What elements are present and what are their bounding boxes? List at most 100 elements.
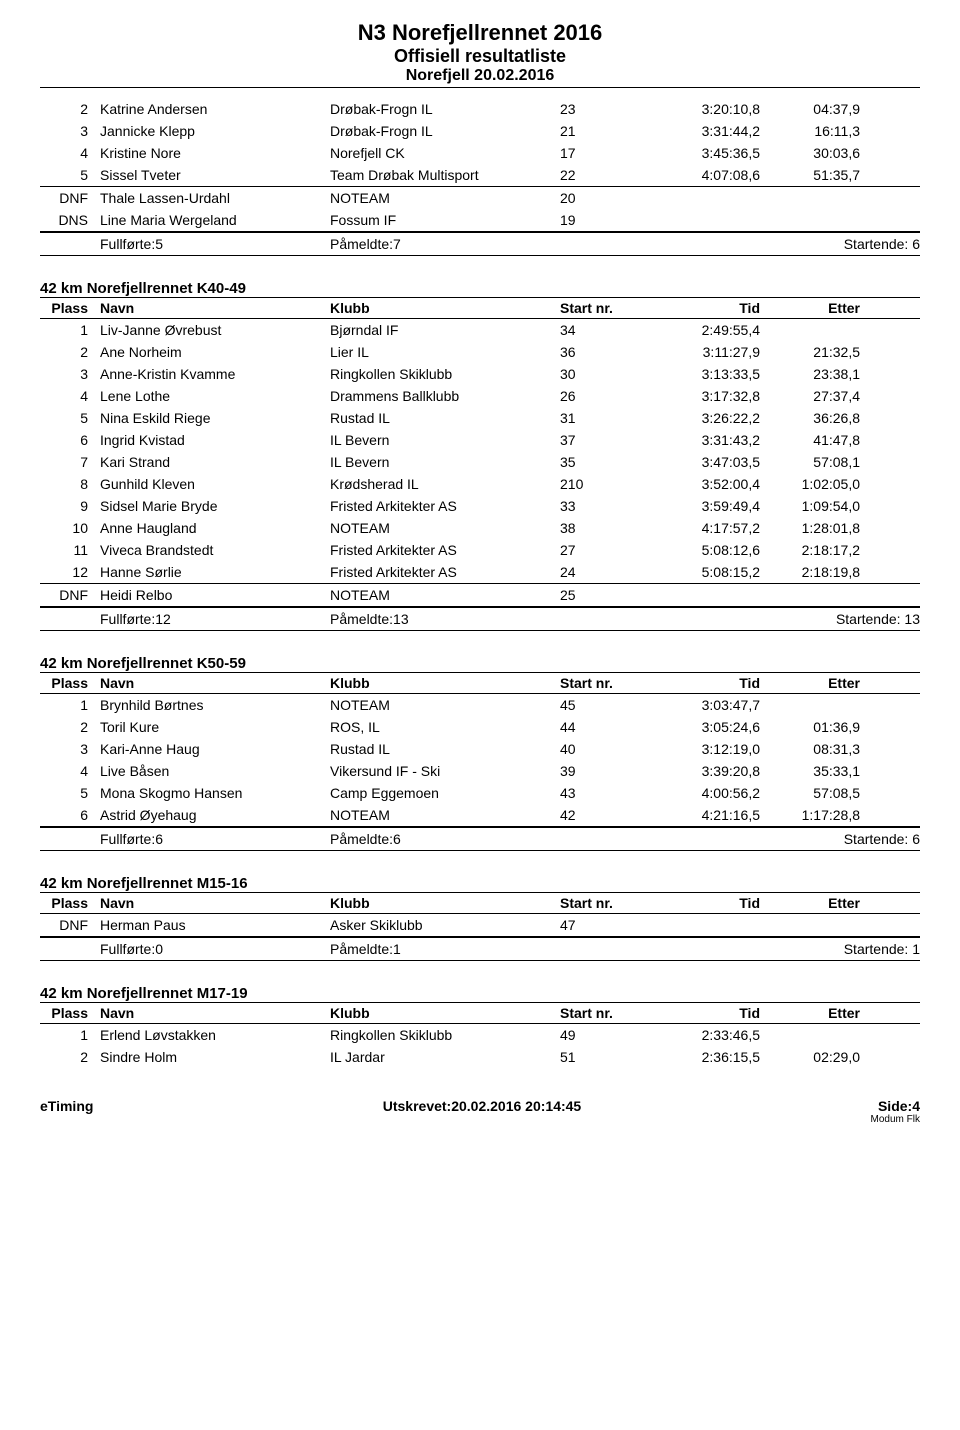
- cell-klubb: NOTEAM: [330, 697, 560, 713]
- section-m17: 42 km Norefjellrennet M17-19 Plass Navn …: [40, 985, 920, 1068]
- cell-navn: Astrid Øyehaug: [100, 807, 330, 823]
- table-row: 4Live BåsenVikersund IF - Ski393:39:20,8…: [40, 760, 920, 782]
- cell-navn: Ane Norheim: [100, 344, 330, 360]
- cell-etter: 57:08,5: [760, 785, 860, 801]
- table-row: 2Sindre HolmIL Jardar512:36:15,502:29,0: [40, 1046, 920, 1068]
- col-navn: Navn: [100, 1005, 330, 1021]
- cell-etter: 1:02:05,0: [760, 476, 860, 492]
- cell-navn: Kristine Nore: [100, 145, 330, 161]
- table-row: 7Kari StrandIL Bevern353:47:03,557:08,1: [40, 451, 920, 473]
- cell-plass: 2: [40, 719, 100, 735]
- cell-start: 21: [560, 123, 650, 139]
- summary-row: Fullførte:12 Påmeldte:13 Startende: 13: [40, 607, 920, 631]
- cell-klubb: Fristed Arkitekter AS: [330, 542, 560, 558]
- cell-plass: DNF: [40, 917, 100, 933]
- col-etter: Etter: [760, 300, 860, 316]
- footer-center: Utskrevet:20.02.2016 20:14:45: [383, 1098, 581, 1125]
- cell-klubb: Ringkollen Skiklubb: [330, 1027, 560, 1043]
- cell-etter: 36:26,8: [760, 410, 860, 426]
- cell-klubb: Bjørndal IF: [330, 322, 560, 338]
- cell-tid: 3:13:33,5: [650, 366, 760, 382]
- cell-plass: 5: [40, 410, 100, 426]
- col-etter: Etter: [760, 895, 860, 911]
- page-footer: eTiming Utskrevet:20.02.2016 20:14:45 Si…: [40, 1098, 920, 1125]
- cell-start: 210: [560, 476, 650, 492]
- summary-fullforte: Fullførte:0: [40, 941, 330, 957]
- cell-navn: Hanne Sørlie: [100, 564, 330, 580]
- cell-tid: 3:45:36,5: [650, 145, 760, 161]
- cell-start: 23: [560, 101, 650, 117]
- col-navn: Navn: [100, 300, 330, 316]
- cell-plass: 2: [40, 101, 100, 117]
- cell-tid: 4:17:57,2: [650, 520, 760, 536]
- col-start: Start nr.: [560, 895, 650, 911]
- cell-navn: Sissel Tveter: [100, 167, 330, 183]
- cell-klubb: ROS, IL: [330, 719, 560, 735]
- page-subtitle: Offisiell resultatliste: [40, 46, 920, 67]
- cell-etter: 1:09:54,0: [760, 498, 860, 514]
- cell-etter: 2:18:19,8: [760, 564, 860, 580]
- col-etter: Etter: [760, 1005, 860, 1021]
- cell-klubb: NOTEAM: [330, 807, 560, 823]
- cell-plass: 10: [40, 520, 100, 536]
- cell-start: 39: [560, 763, 650, 779]
- summary-startende: Startende: 1: [560, 941, 920, 957]
- table-row: 3Jannicke KleppDrøbak-Frogn IL213:31:44,…: [40, 120, 920, 142]
- cell-navn: Nina Eskild Riege: [100, 410, 330, 426]
- cell-etter: [760, 322, 860, 338]
- cell-tid: 3:39:20,8: [650, 763, 760, 779]
- cell-navn: Sidsel Marie Bryde: [100, 498, 330, 514]
- table-row: DNFHerman PausAsker Skiklubb47: [40, 914, 920, 937]
- cell-klubb: Drøbak-Frogn IL: [330, 101, 560, 117]
- summary-row: Fullførte:0 Påmeldte:1 Startende: 1: [40, 937, 920, 961]
- cell-navn: Heidi Relbo: [100, 587, 330, 603]
- cell-tid: 3:17:32,8: [650, 388, 760, 404]
- cell-klubb: NOTEAM: [330, 587, 560, 603]
- table-row: DNFThale Lassen-UrdahlNOTEAM20: [40, 187, 920, 209]
- cell-tid: 3:03:47,7: [650, 697, 760, 713]
- cell-tid: 3:20:10,8: [650, 101, 760, 117]
- cell-navn: Liv-Janne Øvrebust: [100, 322, 330, 338]
- cell-tid: 2:36:15,5: [650, 1049, 760, 1065]
- cell-start: 25: [560, 587, 650, 603]
- cell-start: 27: [560, 542, 650, 558]
- cell-start: 33: [560, 498, 650, 514]
- cell-tid: 4:00:56,2: [650, 785, 760, 801]
- cell-navn: Anne Haugland: [100, 520, 330, 536]
- cell-plass: 5: [40, 785, 100, 801]
- cell-etter: 2:18:17,2: [760, 542, 860, 558]
- cell-etter: [760, 917, 860, 933]
- summary-fullforte: Fullførte:12: [40, 611, 330, 627]
- cell-start: 36: [560, 344, 650, 360]
- cell-plass: 2: [40, 1049, 100, 1065]
- cell-etter: 51:35,7: [760, 167, 860, 183]
- cell-start: 17: [560, 145, 650, 161]
- table-row: 9Sidsel Marie BrydeFristed Arkitekter AS…: [40, 495, 920, 517]
- summary-startende: Startende: 6: [560, 831, 920, 847]
- top-section: 2Katrine AndersenDrøbak-Frogn IL233:20:1…: [40, 98, 920, 256]
- col-plass: Plass: [40, 1005, 100, 1021]
- col-plass: Plass: [40, 895, 100, 911]
- table-row: DNFHeidi RelboNOTEAM25: [40, 584, 920, 607]
- page-header: N3 Norefjellrennet 2016 Offisiell result…: [40, 20, 920, 88]
- table-row: DNSLine Maria WergelandFossum IF19: [40, 209, 920, 232]
- cell-tid: 4:07:08,6: [650, 167, 760, 183]
- summary-row: Fullførte:5 Påmeldte:7 Startende: 6: [40, 232, 920, 256]
- table-row: 4Kristine NoreNorefjell CK173:45:36,530:…: [40, 142, 920, 164]
- cell-tid: [650, 917, 760, 933]
- cell-start: 40: [560, 741, 650, 757]
- footer-left: eTiming: [40, 1098, 93, 1125]
- column-header-row: Plass Navn Klubb Start nr. Tid Etter: [40, 298, 920, 319]
- cell-tid: 3:12:19,0: [650, 741, 760, 757]
- cell-plass: 4: [40, 388, 100, 404]
- cell-klubb: Drammens Ballklubb: [330, 388, 560, 404]
- summary-pameldte: Påmeldte:13: [330, 611, 560, 627]
- table-row: 5Mona Skogmo HansenCamp Eggemoen434:00:5…: [40, 782, 920, 804]
- cell-tid: 2:49:55,4: [650, 322, 760, 338]
- cell-etter: [760, 190, 860, 206]
- col-tid: Tid: [650, 895, 760, 911]
- summary-pameldte: Påmeldte:6: [330, 831, 560, 847]
- cell-navn: Katrine Andersen: [100, 101, 330, 117]
- cell-etter: 1:28:01,8: [760, 520, 860, 536]
- col-etter: Etter: [760, 675, 860, 691]
